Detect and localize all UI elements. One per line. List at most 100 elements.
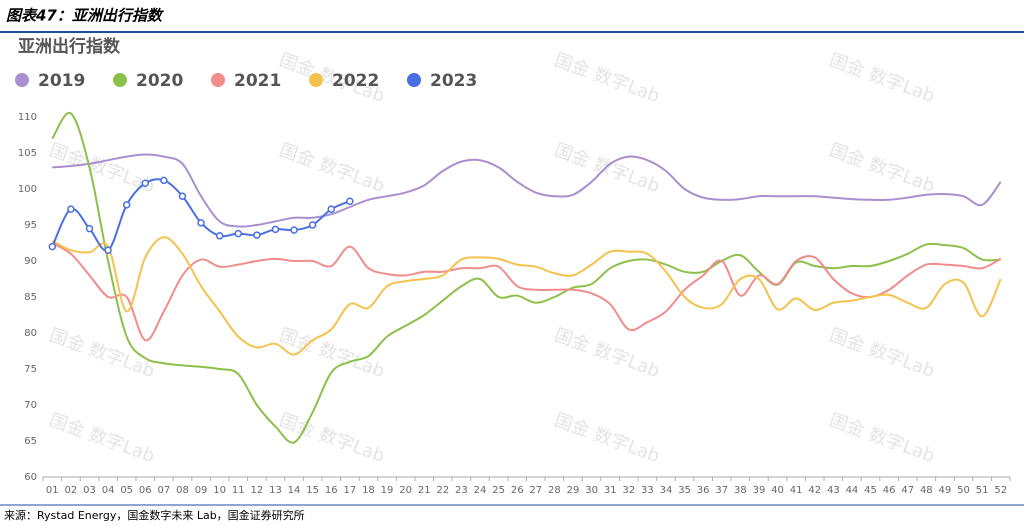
legend-label: 2019 xyxy=(38,71,85,91)
x-tick-label: 15 xyxy=(306,485,319,496)
x-tick-label: 52 xyxy=(994,485,1007,496)
x-tick-label: 34 xyxy=(660,485,673,496)
x-tick-label: 40 xyxy=(771,485,784,496)
point xyxy=(122,201,131,209)
series-line xyxy=(51,236,1002,356)
x-tick-label: 01 xyxy=(46,485,59,496)
x-tick-label: 12 xyxy=(250,485,263,496)
watermark: 国金 数字Lab xyxy=(47,410,158,467)
y-tick-label: 85 xyxy=(24,292,37,303)
y-tick-label: 100 xyxy=(18,184,37,195)
y-tick-label: 60 xyxy=(24,472,37,483)
x-tick-label: 31 xyxy=(604,485,617,496)
legend-marker xyxy=(211,73,225,87)
x-tick-label: 13 xyxy=(269,485,282,496)
x-tick-label: 20 xyxy=(399,485,412,496)
x-tick-label: 19 xyxy=(381,485,394,496)
point xyxy=(215,232,224,240)
watermark: 国金 数字Lab xyxy=(552,325,663,382)
x-tick-label: 02 xyxy=(65,485,78,496)
series-line xyxy=(51,178,351,252)
x-tick-label: 21 xyxy=(418,485,431,496)
x-tick-label: 35 xyxy=(678,485,691,496)
watermark: 国金 数字Lab xyxy=(827,325,938,382)
x-tick-label: 32 xyxy=(622,485,635,496)
x-tick-label: 42 xyxy=(808,485,821,496)
point xyxy=(290,226,298,234)
legend-marker xyxy=(15,73,29,87)
point xyxy=(308,221,317,229)
watermark: 国金 数字Lab xyxy=(827,410,938,467)
x-tick-label: 50 xyxy=(957,485,970,496)
point xyxy=(327,205,335,213)
point xyxy=(234,229,243,238)
point xyxy=(48,242,57,251)
watermark: 国金 数字Lab xyxy=(552,50,663,107)
x-tick-label: 10 xyxy=(213,485,226,496)
x-tick-label: 29 xyxy=(567,485,580,496)
x-tick-label: 14 xyxy=(288,485,301,496)
y-tick-label: 105 xyxy=(18,148,37,159)
x-tick-label: 23 xyxy=(455,485,468,496)
x-tick-label: 06 xyxy=(139,485,152,496)
series-line xyxy=(52,153,1002,228)
point xyxy=(141,179,150,187)
x-tick-label: 49 xyxy=(939,485,952,496)
point xyxy=(85,224,94,233)
x-tick-label: 07 xyxy=(158,485,171,496)
point xyxy=(253,231,261,239)
x-tick-label: 44 xyxy=(846,485,859,496)
source: 来源：Rystad Energy，国金数字未来 Lab，国金证券研究所 xyxy=(4,508,305,522)
y-tick-label: 95 xyxy=(24,220,37,231)
y-tick-label: 75 xyxy=(24,364,37,375)
point xyxy=(346,197,354,205)
x-tick-label: 27 xyxy=(529,485,542,496)
y-tick-label: 90 xyxy=(24,256,37,267)
x-tick-label: 39 xyxy=(753,485,766,496)
point xyxy=(271,225,280,234)
watermark: 国金 数字Lab xyxy=(827,50,938,107)
series-line xyxy=(51,242,1002,342)
x-tick-label: 03 xyxy=(83,485,96,496)
x-tick-label: 26 xyxy=(511,485,524,496)
legend-marker xyxy=(113,73,127,87)
x-tick-label: 51 xyxy=(976,485,989,496)
point xyxy=(178,192,187,200)
point xyxy=(67,205,75,213)
x-tick-label: 36 xyxy=(697,485,710,496)
watermark: 国金 数字Lab xyxy=(552,140,663,197)
x-tick-label: 09 xyxy=(195,485,208,496)
y-tick-label: 70 xyxy=(24,400,37,411)
x-tick-label: 16 xyxy=(325,485,338,496)
legend-label: 2021 xyxy=(234,71,281,91)
x-tick-label: 45 xyxy=(864,485,877,496)
x-tick-label: 28 xyxy=(548,485,561,496)
point xyxy=(197,219,205,227)
legend-label: 2022 xyxy=(332,71,379,91)
legend-label: 2023 xyxy=(430,71,477,91)
x-tick-label: 43 xyxy=(827,485,840,496)
x-tick-label: 48 xyxy=(920,485,933,496)
x-tick-label: 33 xyxy=(641,485,654,496)
x-tick-label: 25 xyxy=(492,485,505,496)
y-tick-label: 65 xyxy=(24,436,37,447)
point xyxy=(104,246,112,254)
watermark: 国金 数字Lab xyxy=(277,410,388,467)
x-tick-label: 47 xyxy=(901,485,914,496)
y-tick-label: 80 xyxy=(24,328,37,339)
watermark: 国金 数字Lab xyxy=(827,140,938,197)
x-tick-label: 38 xyxy=(734,485,747,496)
legend-label: 2020 xyxy=(136,71,183,91)
x-tick-label: 24 xyxy=(474,485,487,496)
chart-title: 亚洲出行指数 xyxy=(18,36,121,57)
series-line xyxy=(51,111,1001,444)
point xyxy=(160,176,168,185)
x-tick-label: 30 xyxy=(585,485,598,496)
watermark: 国金 数字Lab xyxy=(277,140,388,197)
legend-marker xyxy=(407,73,421,87)
x-tick-label: 04 xyxy=(102,485,115,496)
watermark: 国金 数字Lab xyxy=(552,410,663,467)
x-tick-label: 08 xyxy=(176,485,189,496)
legend-marker xyxy=(309,73,323,87)
